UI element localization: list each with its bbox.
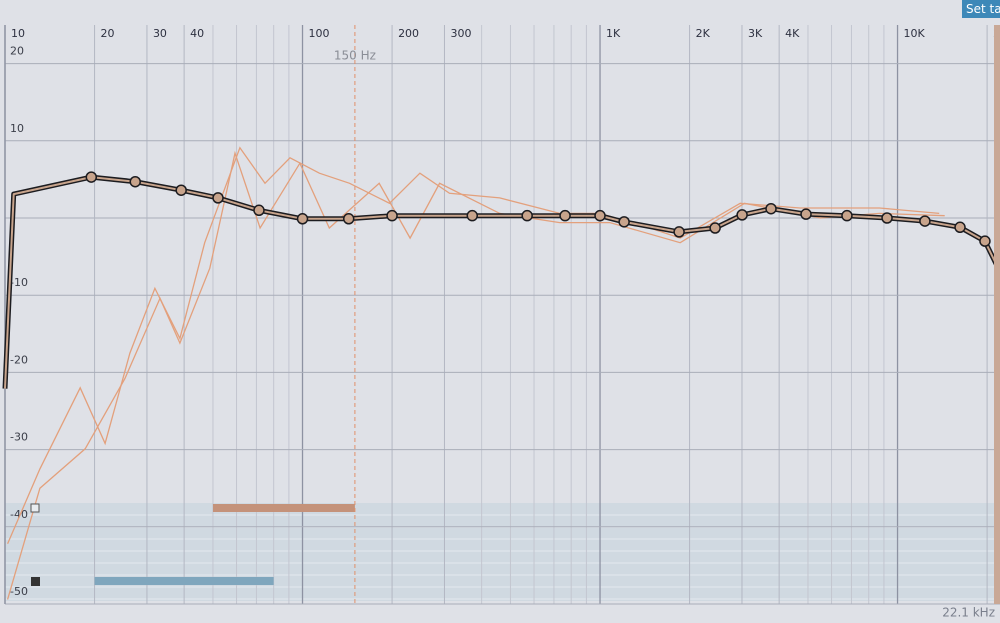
y-tick-label: -30 [10, 431, 28, 444]
eq-node[interactable] [253, 204, 265, 217]
eq-node[interactable] [212, 192, 224, 204]
x-tick-label: 3K [748, 27, 763, 40]
sample-rate: 22.1 kHz [942, 606, 995, 620]
eq-node[interactable] [466, 209, 479, 222]
eq-node[interactable] [800, 208, 812, 220]
y-tick-label: -20 [10, 353, 28, 366]
y-tick-label: 10 [10, 122, 24, 135]
eq-node[interactable] [954, 221, 966, 234]
eq-node[interactable] [129, 175, 141, 188]
eq-node[interactable] [521, 209, 533, 222]
plot-layer: 102030401002003001K2K3K4K10K22010-10-20-… [2, 25, 1000, 605]
eq-node[interactable] [841, 209, 853, 222]
eq-node[interactable] [559, 209, 571, 222]
eq-node[interactable] [673, 226, 685, 238]
eq-node[interactable] [296, 213, 309, 225]
x-tick-label: 200 [398, 27, 419, 40]
eq-node[interactable] [175, 184, 187, 196]
x-tick-label: 30 [153, 27, 167, 40]
x-tick-label: 10K [904, 27, 926, 40]
eq-curve [4, 176, 1000, 389]
y-tick-label: 20 [10, 45, 24, 58]
eq-node[interactable] [881, 212, 893, 224]
eq-node[interactable] [765, 202, 777, 215]
lower-band [5, 503, 995, 601]
right-strip [994, 25, 1000, 604]
frequency-range [94, 577, 274, 585]
eq-node[interactable] [594, 209, 606, 222]
eq-node[interactable] [342, 213, 355, 225]
crossover-label: 150 Hz [334, 49, 376, 63]
eq-node[interactable] [618, 216, 630, 228]
x-tick-label: 2K [696, 27, 711, 40]
frequency-range [212, 504, 355, 512]
set-target-button[interactable]: Set ta [962, 0, 1000, 18]
x-tick-label: 300 [450, 27, 471, 40]
measurement-curve [7, 146, 940, 545]
y-tick-label: -10 [10, 276, 28, 289]
checkbox-checked[interactable] [31, 577, 40, 586]
eq-node[interactable] [386, 209, 398, 222]
x-tick-label: 40 [190, 27, 204, 40]
x-tick-label: 1K [606, 27, 621, 40]
eq-node[interactable] [919, 215, 931, 227]
x-tick-label: 100 [309, 27, 330, 40]
x-tick-label: 20 [101, 27, 115, 40]
x-tick-label: 4K [785, 27, 800, 40]
x-tick-label: 10 [11, 27, 25, 40]
y-tick-label: -50 [10, 585, 28, 598]
eq-node[interactable] [736, 209, 748, 221]
eq-node[interactable] [979, 235, 991, 247]
checkbox[interactable] [30, 503, 40, 513]
eq-node[interactable] [85, 171, 98, 183]
eq-node[interactable] [709, 222, 721, 234]
y-tick-label: -40 [10, 508, 28, 521]
